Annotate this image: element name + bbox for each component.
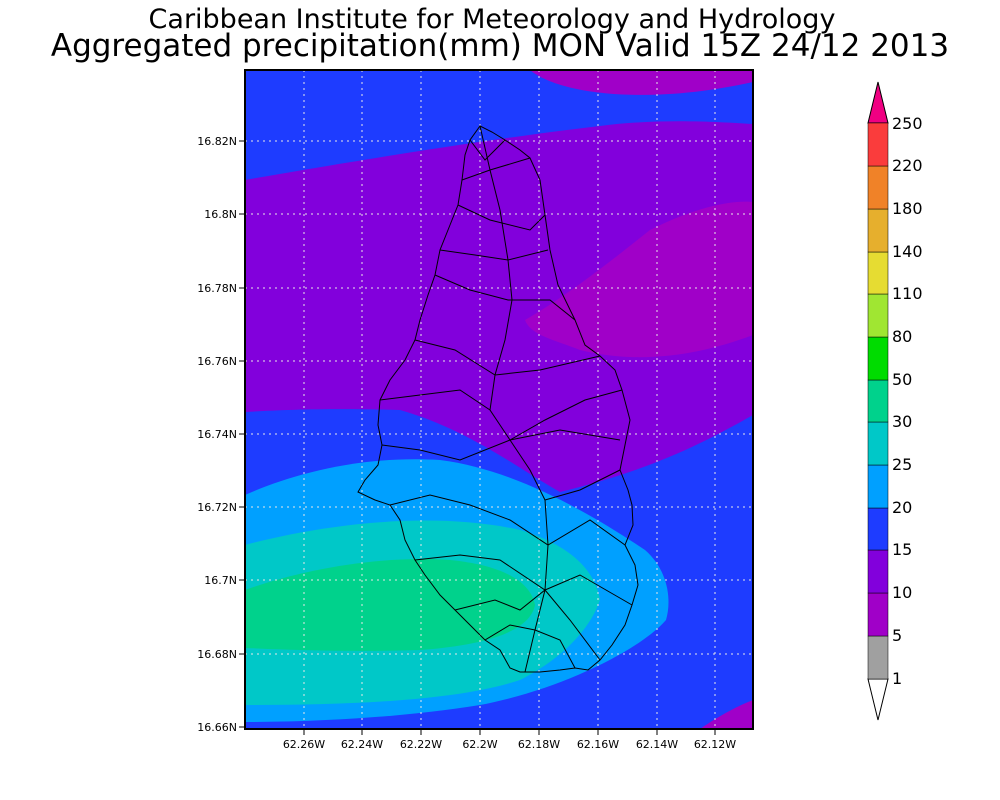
colorbar: 1 5 10 15 20 25 30 50 80 110 140 180 220… <box>867 81 923 721</box>
colorbar-label: 15 <box>892 540 912 559</box>
colorbar-over-triangle <box>867 81 889 124</box>
field-5-10-corner <box>700 700 753 729</box>
lat-label: 16.82N <box>197 135 237 148</box>
island-coastline <box>357 125 639 673</box>
map-frame <box>244 69 754 730</box>
precipitation-field <box>245 70 753 729</box>
watershed-7 <box>414 554 633 606</box>
watershed-13 <box>544 469 621 501</box>
title-line-1: Caribbean Institute for Meteorology and … <box>149 4 836 35</box>
colorbar-swatch <box>867 251 889 295</box>
field-5-10-lobe <box>525 201 753 358</box>
lat-label: 16.74N <box>197 428 237 441</box>
colorbar-swatch <box>867 165 889 210</box>
colorbar-label: 140 <box>892 242 923 261</box>
lon-label: 62.14W <box>636 738 678 751</box>
colorbar-label: 180 <box>892 199 923 218</box>
island-outline <box>357 125 639 673</box>
colorbar-swatch <box>867 336 889 381</box>
watershed-5 <box>381 429 621 461</box>
colorbar-swatch <box>867 421 889 466</box>
watershed-6 <box>389 494 626 546</box>
lon-label: 62.2W <box>462 738 497 751</box>
colorbar-swatch <box>867 549 889 594</box>
colorbar-label: 250 <box>892 114 923 133</box>
watershed-11 <box>439 249 549 261</box>
watershed-10 <box>461 139 531 181</box>
colorbar-swatch <box>867 293 889 338</box>
colorbar-label: 25 <box>892 455 912 474</box>
watershed-3 <box>414 339 601 376</box>
colorbar-swatch <box>867 208 889 253</box>
colorbar-swatch <box>867 592 889 637</box>
watershed-1 <box>457 204 546 231</box>
lon-label: 62.24W <box>341 738 383 751</box>
colorbar-label: 10 <box>892 583 912 602</box>
watershed-4 <box>379 389 491 411</box>
lon-label: 62.22W <box>400 738 442 751</box>
colorbar-label: 80 <box>892 327 912 346</box>
lat-label: 16.72N <box>197 501 237 514</box>
lat-labels: 16.82N 16.8N 16.78N 16.76N 16.74N 16.72N… <box>197 135 237 734</box>
colorbar-label: 5 <box>892 626 902 645</box>
colorbar-label: 110 <box>892 284 923 303</box>
watershed-2 <box>434 274 576 321</box>
lon-labels: 62.26W 62.24W 62.22W 62.2W 62.18W 62.16W… <box>283 738 736 751</box>
lon-label: 62.18W <box>518 738 560 751</box>
lon-label: 62.26W <box>283 738 325 751</box>
lon-label: 62.16W <box>577 738 619 751</box>
lat-label: 16.76N <box>197 355 237 368</box>
colorbar-swatch <box>867 464 889 509</box>
lat-label: 16.68N <box>197 648 237 661</box>
title-line-2: Aggregated precipitation(mm) MON Valid 1… <box>51 28 949 64</box>
colorbar-label: 50 <box>892 370 912 389</box>
lat-label: 16.78N <box>197 282 237 295</box>
lat-label: 16.7N <box>204 574 237 587</box>
watershed-12 <box>509 389 623 441</box>
lat-label: 16.8N <box>204 208 237 221</box>
map-grid <box>245 70 753 729</box>
colorbar-label: 20 <box>892 498 912 517</box>
watershed-9 <box>484 624 576 669</box>
field-30-50 <box>245 559 535 651</box>
lat-label: 16.66N <box>197 721 237 734</box>
colorbar-label: 1 <box>892 669 902 688</box>
colorbar-swatch <box>867 507 889 551</box>
lon-tick-marks <box>303 729 716 735</box>
colorbar-label: 220 <box>892 156 923 175</box>
colorbar-swatch <box>867 122 889 167</box>
colorbar-under-triangle <box>867 678 889 721</box>
colorbar-swatch <box>867 379 889 423</box>
colorbar-label: 30 <box>892 412 912 431</box>
lon-label: 62.12W <box>694 738 736 751</box>
lat-tick-marks <box>239 140 245 728</box>
watershed-8 <box>454 589 601 661</box>
field-5-10-top <box>530 70 753 95</box>
colorbar-swatch <box>867 635 889 680</box>
